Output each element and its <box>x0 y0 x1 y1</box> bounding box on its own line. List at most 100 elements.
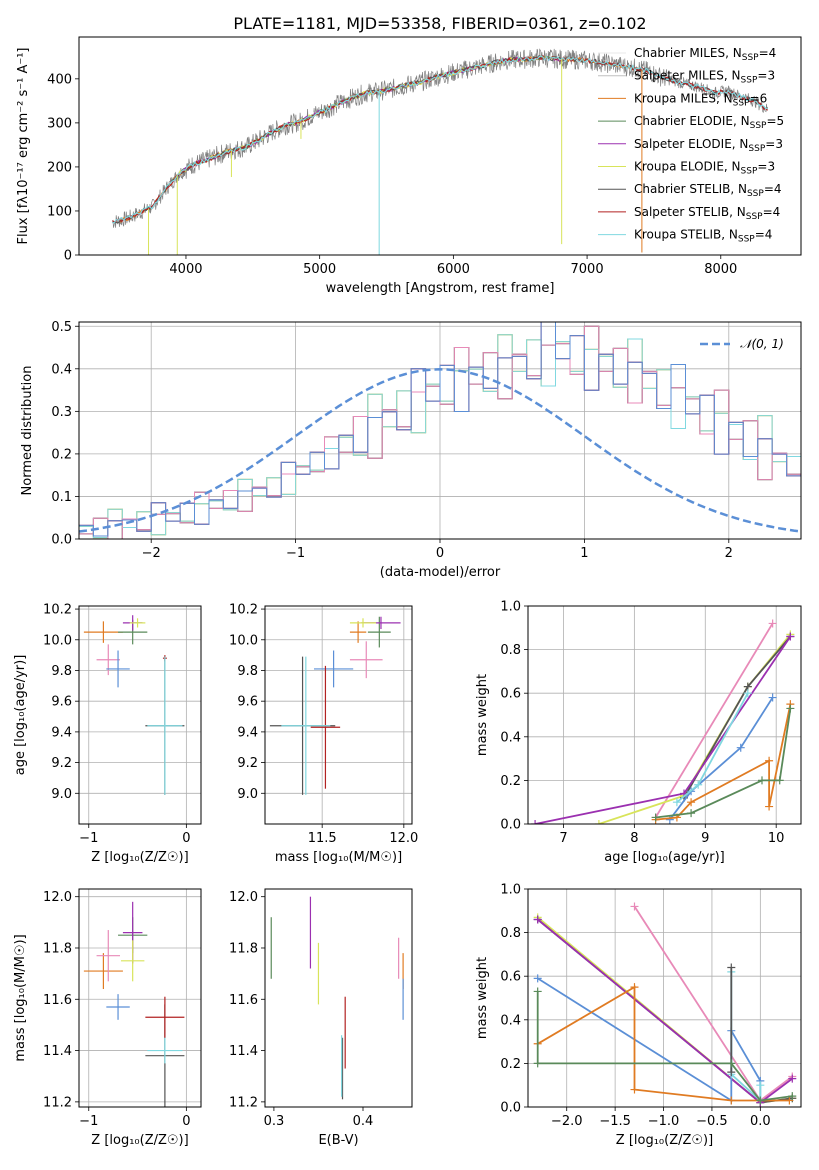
legend-entry: Chabrier STELIB, NSSP=4 <box>634 182 782 199</box>
y-tick-label: 0.0 <box>500 818 521 833</box>
plot-area <box>269 616 401 795</box>
errorbar-point <box>83 953 123 990</box>
axes-frame <box>78 321 802 540</box>
errorbar-point <box>145 996 185 1038</box>
x-tick-label: 8000 <box>704 262 737 277</box>
weight-marker <box>651 813 660 822</box>
plot-area <box>270 896 404 1100</box>
y-tick-label: 9.0 <box>51 787 72 802</box>
spectrum-panel: 4000 5000 6000 7000 8000 0 100 200 300 400 wavelen… <box>16 36 802 296</box>
weight-line <box>536 991 793 1102</box>
y-tick-label: 0.8 <box>500 643 521 658</box>
legend-entry: Kroupa MILES, NSSP=6 <box>634 91 767 108</box>
x-tick-label: −1.0 <box>648 1114 680 1129</box>
weight-marker <box>630 983 639 992</box>
model-fit-line <box>172 56 561 181</box>
x-axis-label: wavelength [Angstrom, rest frame] <box>326 281 555 296</box>
y-tick-label: 10.2 <box>43 603 72 618</box>
x-tick-label: −2.0 <box>551 1114 583 1129</box>
y-tick-label: 200 <box>47 160 72 175</box>
y-tick-label: 11.6 <box>229 993 258 1008</box>
weight-marker <box>672 798 681 807</box>
y-tick-label: 9.4 <box>51 725 72 740</box>
x-tick-label: −2 <box>142 546 161 561</box>
y-tick-label: 400 <box>47 72 72 87</box>
y-tick-label: 0.0 <box>51 533 72 548</box>
weight-marker <box>630 902 639 911</box>
legend-entry: Kroupa STELIB, NSSP=4 <box>634 228 772 245</box>
weight-marker <box>531 820 540 824</box>
weight-marker <box>727 1059 736 1068</box>
errorbar-point <box>349 641 383 679</box>
x-axis-label: Z [log₁₀(Z/Z☉)] <box>91 850 188 865</box>
x-tick-label: 5000 <box>303 262 336 277</box>
errorbar-point <box>96 644 120 676</box>
weight-line <box>654 622 774 818</box>
weight-marker <box>788 1074 797 1083</box>
legend-entry: Kroupa ELODIE, NSSP=3 <box>634 160 775 177</box>
axes-frame <box>527 888 802 1108</box>
mass-weight-vs-metallicity-panel: −2.0 −1.5 −1.0 −0.5 0.0 0.0 0.2 0.4 0.6 0.8 1.0 Z [… <box>475 883 802 1148</box>
model-fit-line <box>112 55 768 224</box>
weight-marker <box>694 780 703 789</box>
x-tick-label: 12.0 <box>389 831 418 846</box>
errorbar-point <box>83 621 123 643</box>
axes-frame <box>264 888 413 1108</box>
x-tick-label: 0.4 <box>353 1114 374 1129</box>
y-tick-label: 0.5 <box>51 320 72 335</box>
y-tick-label: 1.0 <box>500 600 521 615</box>
legend-entry: Salpeter ELODIE, NSSP=3 <box>634 137 783 154</box>
axes-frame <box>78 888 202 1108</box>
weight-marker <box>533 915 542 924</box>
errorbar-point <box>314 650 354 688</box>
x-tick-label: 9 <box>701 831 709 846</box>
axes-frame <box>78 36 802 256</box>
weight-marker <box>533 1059 542 1068</box>
x-tick-label: 1 <box>580 546 588 561</box>
legend-entry: Chabrier MILES, NSSP=4 <box>634 46 776 63</box>
y-tick-label: 0.2 <box>500 1057 521 1072</box>
weight-marker <box>775 776 784 785</box>
axes-frame <box>264 605 413 825</box>
weight-marker <box>533 974 542 983</box>
x-tick-label: 0 <box>436 546 444 561</box>
y-tick-label: 0.3 <box>51 405 72 420</box>
y-tick-label: 11.8 <box>43 941 72 956</box>
residual-histogram-series <box>79 325 801 539</box>
x-tick-label: −1.5 <box>599 1114 631 1129</box>
x-tick-label: −1 <box>79 831 98 846</box>
weight-marker <box>687 798 696 807</box>
y-tick-label: 0.1 <box>51 490 72 505</box>
x-tick-label: 0 <box>182 1114 190 1129</box>
weight-marker <box>786 704 795 713</box>
y-tick-label: 9.0 <box>237 787 258 802</box>
weight-marker <box>765 802 774 811</box>
x-tick-label: 0.0 <box>750 1114 771 1129</box>
y-tick-label: 0.4 <box>500 1013 521 1028</box>
errorbar-point <box>147 1037 183 1064</box>
x-tick-label: 8 <box>630 831 638 846</box>
y-tick-label: 9.2 <box>51 756 72 771</box>
x-tick-label: 4000 <box>169 262 202 277</box>
axes-frame <box>527 605 802 825</box>
weight-marker <box>727 1096 736 1105</box>
x-axis-label: mass [log₁₀(M/M☉)] <box>275 850 402 865</box>
y-tick-label: 0.8 <box>500 926 521 941</box>
y-tick-label: 12.0 <box>43 890 72 905</box>
errorbar-point <box>349 621 367 643</box>
x-axis-label: E(B-V) <box>318 1133 358 1148</box>
model-fit-line <box>112 55 768 224</box>
weight-marker <box>743 689 752 698</box>
plot-area <box>83 901 185 1107</box>
weight-line <box>537 977 762 1103</box>
x-tick-label: 7000 <box>571 262 604 277</box>
weight-marker <box>594 820 603 824</box>
age-vs-mass-panel: 11.5 12.0 9.0 9.2 9.4 9.6 9.8 10.0 10.2 mass [log… <box>229 603 418 865</box>
weight-marker <box>736 743 745 752</box>
model-fit-line <box>172 55 561 181</box>
weight-marker <box>756 1081 765 1090</box>
x-tick-label: 2 <box>725 546 733 561</box>
y-axis-label: Flux [fλ10⁻¹⁷ erg cm⁻² s⁻¹ A⁻¹] <box>16 48 31 245</box>
y-axis-label: mass [log₁₀(M/M☉)] <box>13 934 28 1061</box>
